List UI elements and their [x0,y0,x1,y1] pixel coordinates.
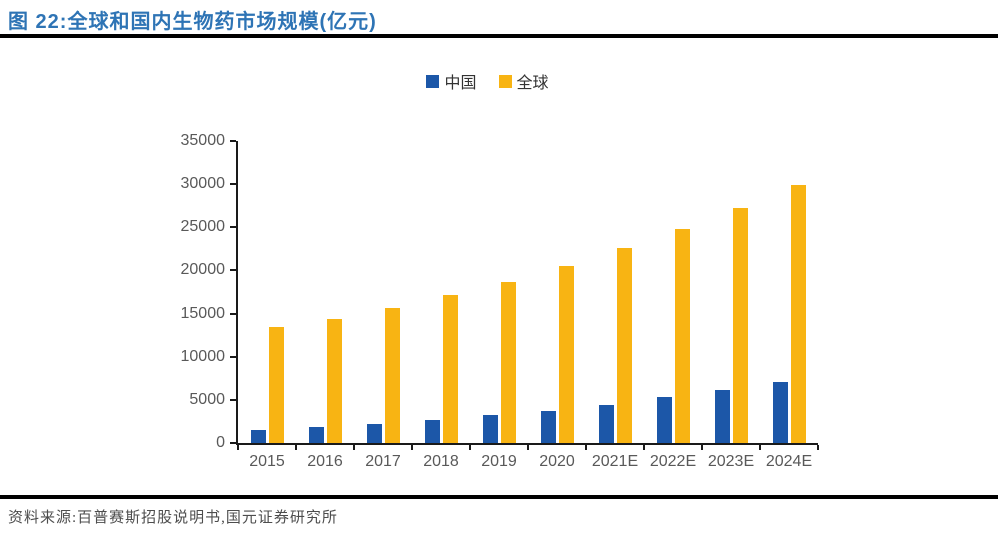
x-tick [469,445,471,450]
y-axis [236,141,238,445]
page-title: 图 22:全球和国内生物药市场规模(亿元) [8,11,377,33]
bar-全球-2020 [558,266,574,443]
y-tick [230,355,236,358]
x-tick [527,445,529,450]
x-tick-label: 2018 [423,453,459,470]
x-tick-label: 2020 [539,453,575,470]
bar-中国-2024E [772,381,788,443]
bar-全球-2024E [790,185,806,443]
y-tick [230,442,236,444]
bar-中国-2016 [308,427,324,443]
x-tick [353,445,355,450]
y-tick-label: 0 [216,434,225,451]
bar-全球-2019 [500,281,516,443]
legend-swatch-global [498,74,512,88]
x-tick-label: 2024E [765,453,813,470]
y-tick-label: 30000 [180,175,226,193]
x-tick-label: 2015 [249,453,285,470]
y-tick [230,140,236,142]
x-tick [585,445,587,450]
legend-label-china: 中国 [444,75,477,92]
bar-中国-2017 [366,423,382,443]
y-tick [230,398,236,401]
y-tick [230,312,236,315]
bar-全球-2021E [616,248,632,443]
x-tick-label: 2022E [649,453,697,470]
legend-item-china: 中国 [426,69,477,93]
y-tick-label: 25000 [180,218,226,236]
x-tick [701,445,703,450]
bar-中国-2019 [482,415,498,443]
x-tick-label: 2016 [307,453,343,470]
bar-全球-2022E [674,228,690,443]
bar-chart: 0 5000 10000 15000 20000 25000 30000 35000 2015 2… [180,132,819,470]
title-divider [0,34,998,38]
bar-中国-2020 [540,411,556,443]
bar-中国-2018 [424,420,440,443]
x-axis [236,443,818,445]
y-tick [230,269,236,272]
source-note: 资料来源:百普赛斯招股说明书,国元证券研究所 [8,510,338,526]
x-tick [295,445,297,450]
y-tick-label: 15000 [180,304,226,322]
x-tick-label: 2017 [365,453,401,470]
x-tick-label: 2023E [707,453,755,470]
y-tick-label: 20000 [180,261,226,279]
x-tick [643,445,645,450]
bar-中国-2015 [250,430,266,443]
legend-label-global: 全球 [516,75,549,92]
legend: 中国 全球 [0,69,975,93]
bar-中国-2022E [656,397,672,443]
legend-swatch-china [426,74,440,88]
y-tick [230,183,236,186]
footer-divider [0,495,998,499]
bar-中国-2023E [714,390,730,443]
x-tick [411,445,413,450]
y-tick-label: 5000 [189,390,225,408]
legend-item-global: 全球 [498,69,549,93]
bar-全球-2015 [268,327,284,443]
bar-全球-2017 [384,308,400,443]
x-tick [759,445,761,450]
y-tick-label: 10000 [180,347,226,365]
bar-全球-2018 [442,295,458,443]
bar-全球-2016 [326,318,342,443]
y-tick-label: 35000 [180,132,226,149]
x-tick [237,445,239,450]
y-tick [230,226,236,229]
bar-中国-2021E [598,405,614,443]
x-tick [817,445,819,450]
x-tick-label: 2021E [591,453,639,470]
bar-全球-2023E [732,208,748,443]
x-tick-label: 2019 [481,453,517,470]
